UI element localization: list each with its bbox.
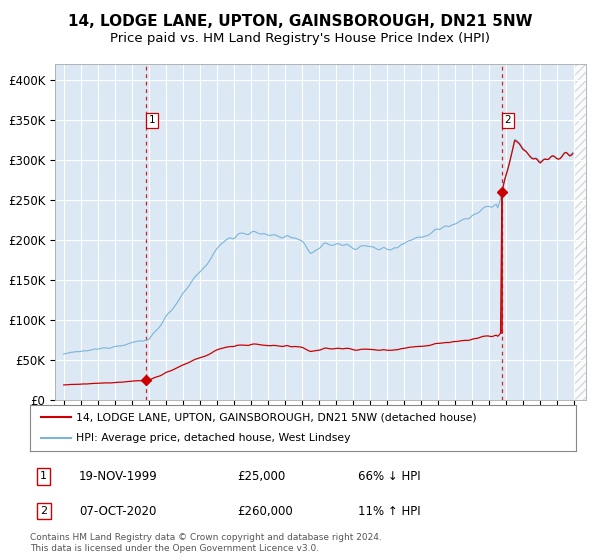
Text: 1: 1	[149, 115, 155, 125]
Bar	[574, 64, 586, 400]
Text: 07-OCT-2020: 07-OCT-2020	[79, 505, 157, 517]
Text: 1: 1	[40, 472, 47, 482]
Text: £260,000: £260,000	[238, 505, 293, 517]
Text: 11% ↑ HPI: 11% ↑ HPI	[358, 505, 420, 517]
Text: 2: 2	[505, 115, 511, 125]
Text: 14, LODGE LANE, UPTON, GAINSBOROUGH, DN21 5NW: 14, LODGE LANE, UPTON, GAINSBOROUGH, DN2…	[68, 14, 532, 29]
Text: 14, LODGE LANE, UPTON, GAINSBOROUGH, DN21 5NW (detached house): 14, LODGE LANE, UPTON, GAINSBOROUGH, DN2…	[76, 412, 477, 422]
Text: 19-NOV-1999: 19-NOV-1999	[79, 470, 158, 483]
Text: £25,000: £25,000	[238, 470, 286, 483]
Text: Contains HM Land Registry data © Crown copyright and database right 2024.
This d: Contains HM Land Registry data © Crown c…	[30, 533, 382, 553]
Text: 66% ↓ HPI: 66% ↓ HPI	[358, 470, 420, 483]
Text: Price paid vs. HM Land Registry's House Price Index (HPI): Price paid vs. HM Land Registry's House …	[110, 32, 490, 45]
Text: HPI: Average price, detached house, West Lindsey: HPI: Average price, detached house, West…	[76, 433, 351, 444]
Text: 2: 2	[40, 506, 47, 516]
